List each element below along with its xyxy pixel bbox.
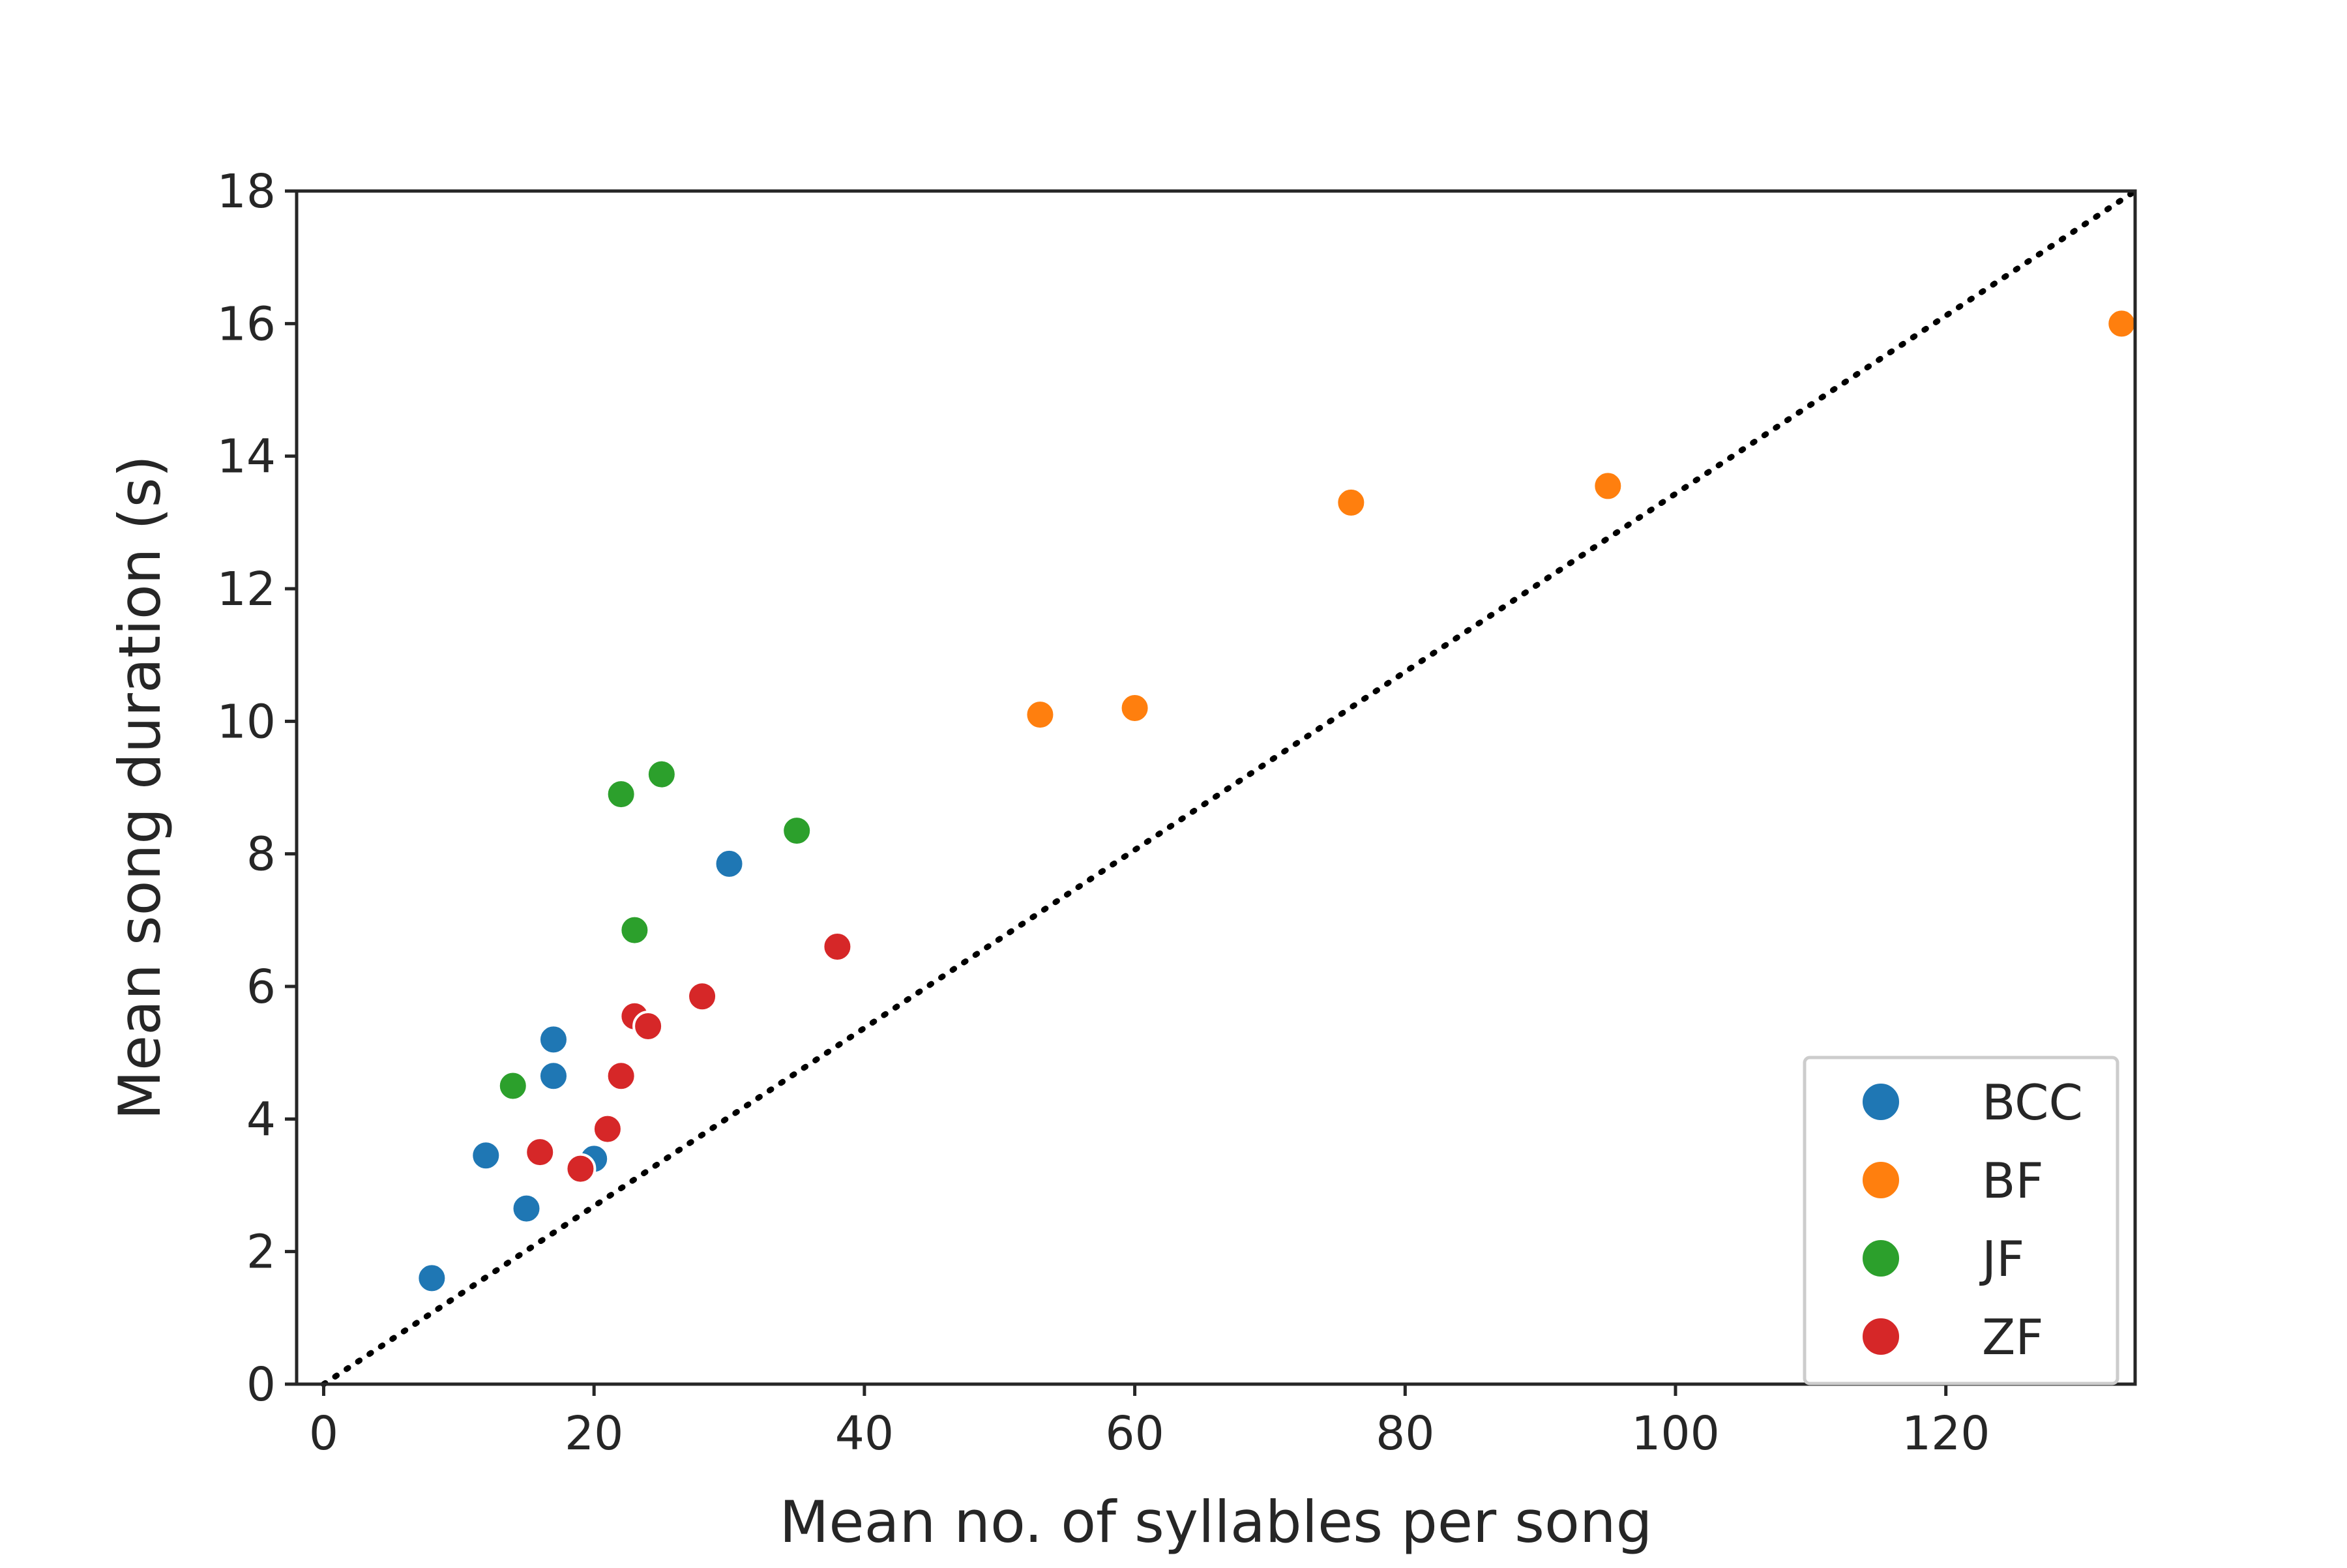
y-tick-label: 18	[217, 164, 276, 218]
data-point-jf	[619, 914, 651, 946]
y-tick-label: 2	[246, 1225, 276, 1279]
y-tick-label: 14	[217, 430, 276, 484]
y-tick-label: 8	[246, 827, 276, 881]
plot-frame	[295, 189, 2137, 1386]
legend-label-jf: JF	[1979, 1230, 2024, 1288]
legend-label-zf: ZF	[1982, 1309, 2044, 1366]
reference-line-layer	[320, 188, 2138, 1387]
x-tick-label: 60	[1105, 1406, 1164, 1460]
legend: BCC BF JF ZF	[1803, 1056, 2119, 1385]
y-tick-label: 0	[246, 1357, 276, 1412]
data-point-bcc	[470, 1140, 502, 1172]
x-tick-label: 40	[835, 1406, 894, 1460]
y-tick-label: 6	[246, 960, 276, 1014]
legend-marker-bf	[1860, 1159, 1902, 1201]
legend-box	[1803, 1056, 2119, 1385]
legend-marker-jf	[1860, 1237, 1902, 1279]
x-axis-title: Mean no. of syllables per song	[779, 1488, 1652, 1556]
x-tick-label: 100	[1631, 1406, 1720, 1460]
data-point-jf	[645, 758, 677, 790]
legend-label-bf: BF	[1982, 1152, 2044, 1209]
x-tick-label: 20	[565, 1406, 623, 1460]
data-point-bcc	[537, 1060, 569, 1092]
legend-label-bcc: BCC	[1982, 1074, 2083, 1131]
legend-marker-zf	[1860, 1316, 1902, 1357]
data-points-layer	[416, 308, 2138, 1294]
data-point-bcc	[713, 848, 745, 880]
data-point-bcc	[537, 1024, 569, 1056]
data-point-bf	[1024, 699, 1056, 731]
data-point-bf	[1335, 486, 1367, 518]
x-tick-label: 80	[1376, 1406, 1434, 1460]
x-axis: 0 20 40 60 80 100 120	[309, 1384, 1990, 1460]
y-axis: 0 2 4 6 8 10 12 14 16 18	[217, 164, 297, 1412]
data-point-jf	[781, 815, 813, 847]
y-tick-label: 10	[217, 694, 276, 748]
data-point-zf	[524, 1136, 556, 1168]
data-point-bf	[2106, 308, 2138, 340]
y-tick-label: 12	[217, 562, 276, 616]
y-axis-title: Mean song duration (s)	[106, 455, 173, 1120]
data-point-zf	[605, 1060, 637, 1092]
data-point-zf	[632, 1011, 664, 1042]
data-point-jf	[497, 1070, 529, 1102]
data-point-zf	[821, 931, 853, 962]
data-point-zf	[686, 981, 718, 1013]
data-point-bcc	[510, 1192, 542, 1224]
x-tick-label: 0	[309, 1406, 338, 1460]
data-point-jf	[605, 778, 637, 810]
x-tick-label: 120	[1902, 1406, 1990, 1460]
data-point-zf	[591, 1113, 623, 1145]
data-point-zf	[565, 1153, 597, 1185]
data-point-bcc	[416, 1262, 448, 1294]
data-point-bf	[1119, 692, 1151, 724]
identity-reference-line	[320, 188, 2138, 1387]
legend-marker-bcc	[1860, 1081, 1902, 1123]
data-point-bf	[1592, 470, 1624, 502]
y-tick-label: 16	[217, 297, 276, 351]
y-tick-label: 4	[246, 1092, 276, 1146]
